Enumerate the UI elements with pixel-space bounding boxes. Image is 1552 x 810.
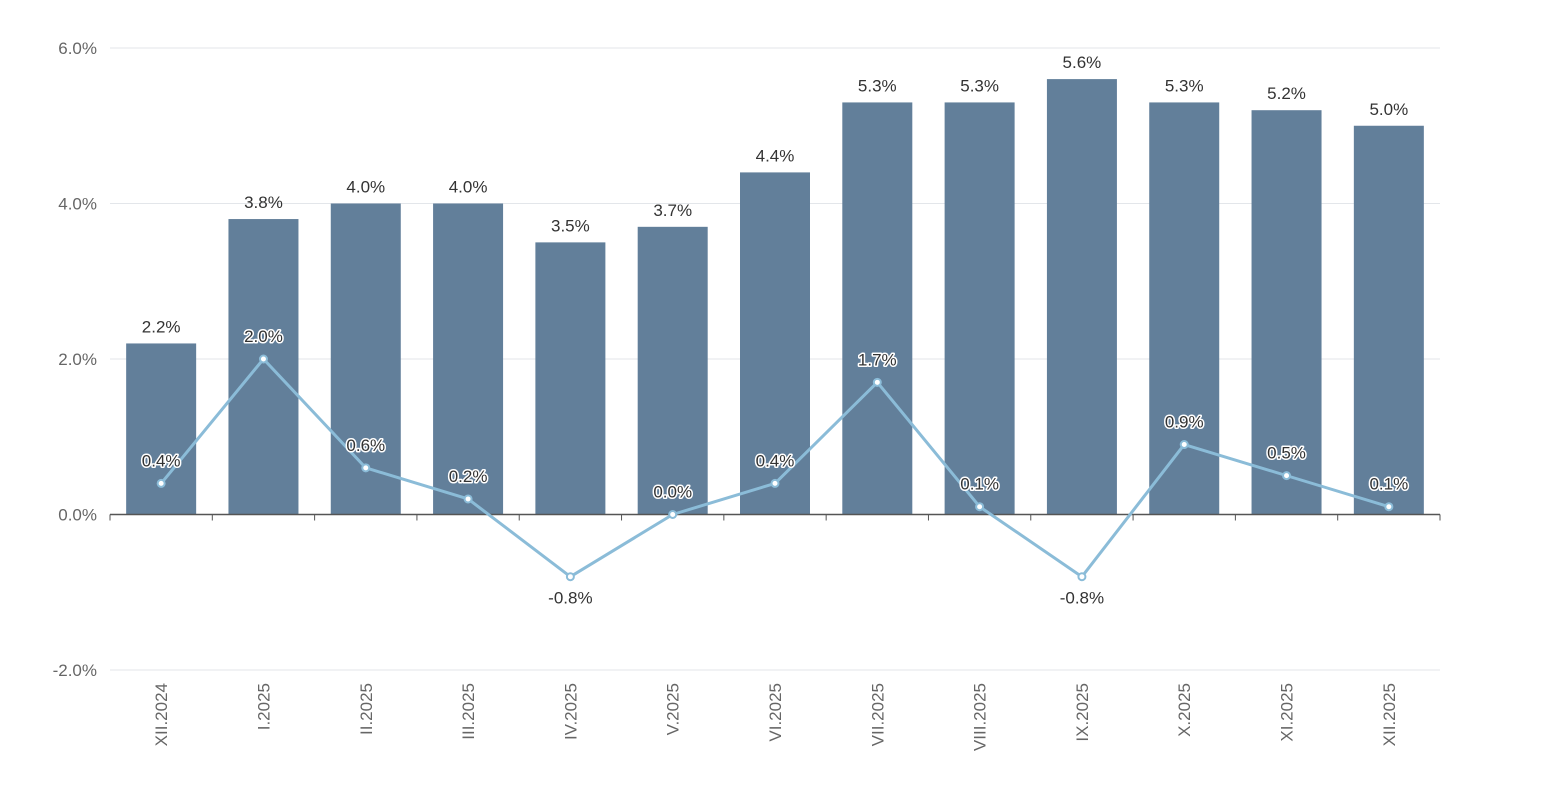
bar [535,242,606,515]
bar [637,226,708,515]
x-category-label: VII.2025 [868,683,887,746]
line-point [668,510,678,519]
bar [944,102,1015,515]
line-value-label: 0.2% [449,467,488,486]
bar-value-label: 3.5% [551,216,590,235]
line-value-label: 0.6% [346,436,385,455]
line-value-label: -0.8% [548,589,592,608]
x-category-label: V.2025 [664,683,683,735]
x-category-label: VIII.2025 [971,683,990,751]
bar [330,203,401,515]
x-category-label: IX.2025 [1073,683,1092,742]
bar-value-label: 4.0% [449,178,488,197]
line-point [258,354,268,364]
x-category-label: IV.2025 [561,683,580,740]
bar [740,172,810,515]
line-point [361,463,371,473]
bar-value-label: 3.7% [653,201,692,220]
x-category-label: XII.2024 [152,683,171,746]
bar [433,203,504,515]
line-point [1384,502,1394,512]
line-series [156,354,1394,582]
data-labels: 2.2% 3.8% 4.0% 4.0% 3.5% 3.7% 4.4% 5.3% 5.3% 5.6%… [140,53,1409,609]
line-point [770,478,780,488]
bar [1353,125,1424,515]
line-point [1282,471,1292,481]
line-point [463,494,473,504]
line-value-label: 1.7% [858,350,897,369]
bar-value-label: 5.3% [1165,76,1204,95]
line-point [975,502,985,512]
bar [1046,79,1117,515]
y-tick-label: 0.0% [58,506,97,525]
bar-value-label: 3.8% [244,193,283,212]
x-category-label: XI.2025 [1278,683,1297,742]
line-value-label: 0.9% [1165,413,1204,432]
line-point [565,572,575,582]
line-value-label: 0.0% [653,483,692,502]
line-point [1077,572,1087,582]
bar-value-label: 4.0% [346,178,385,197]
y-tick-label: 6.0% [58,39,97,58]
line-point [1179,440,1189,450]
y-tick-label: 2.0% [58,350,97,369]
x-category-label: I.2025 [254,683,273,730]
bar-value-label: 5.6% [1063,53,1102,72]
x-axis: XII.2024 I.2025 II.2025 III.2025 IV.2025 V.20… [109,513,1441,751]
bar-value-label: 4.4% [756,146,795,165]
bar-series [126,79,1424,515]
bar-value-label: 5.3% [960,76,999,95]
line-value-label: 0.5% [1267,444,1306,463]
x-category-label: X.2025 [1175,683,1194,737]
line-value-label: 0.1% [1369,475,1408,494]
line-value-label: 0.4% [756,451,795,470]
x-category-label: XII.2025 [1380,683,1399,746]
line-value-label: 2.0% [244,327,283,346]
x-category-label: II.2025 [357,683,376,735]
x-category-label: VI.2025 [766,683,785,742]
line-value-label: -0.8% [1060,589,1104,608]
y-tick-label: 4.0% [58,195,97,214]
bar-value-label: 5.0% [1369,100,1408,119]
bar-value-label: 5.2% [1267,84,1306,103]
line-value-label: 0.1% [960,475,999,494]
line-point [156,478,166,488]
bar [1251,110,1322,515]
y-tick-label: -2.0% [53,661,97,680]
line-point [872,377,882,387]
x-category-label: III.2025 [459,683,478,740]
bar-value-label: 2.2% [142,317,181,336]
bar-value-label: 5.3% [858,76,897,95]
bar [228,219,299,515]
bar [842,102,913,515]
line-value-label: 0.4% [142,451,181,470]
bar [126,343,197,515]
